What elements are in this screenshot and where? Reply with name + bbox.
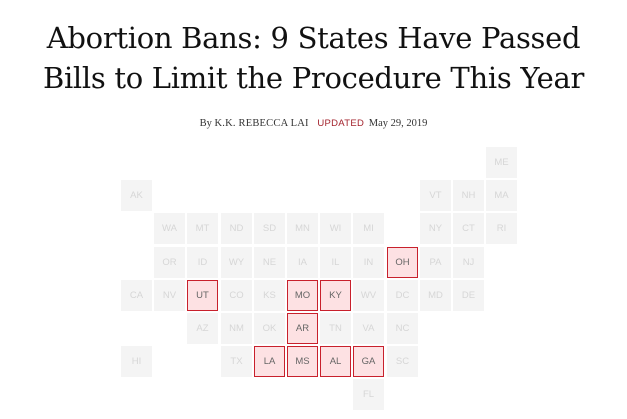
state-tile-ma[interactable]: MA	[486, 180, 517, 211]
state-tile-oh[interactable]: OH	[387, 247, 418, 278]
state-tile-ks[interactable]: KS	[254, 280, 285, 311]
state-tile-wi[interactable]: WI	[320, 213, 351, 244]
byline: By K.K. REBECCA LAI UPDATED May 29, 2019	[0, 118, 627, 129]
state-tile-vt[interactable]: VT	[420, 180, 451, 211]
state-tile-nj[interactable]: NJ	[453, 247, 484, 278]
state-tile-dc[interactable]: DC	[387, 280, 418, 311]
state-tile-nc[interactable]: NC	[387, 313, 418, 344]
state-tile-nh[interactable]: NH	[453, 180, 484, 211]
state-tile-mo[interactable]: MO	[287, 280, 318, 311]
state-tile-ia[interactable]: IA	[287, 247, 318, 278]
state-tile-mi[interactable]: MI	[353, 213, 384, 244]
state-tile-az[interactable]: AZ	[187, 313, 218, 344]
state-tile-sc[interactable]: SC	[387, 346, 418, 377]
state-tile-nv[interactable]: NV	[154, 280, 185, 311]
state-tile-ga[interactable]: GA	[353, 346, 384, 377]
state-tile-pa[interactable]: PA	[420, 247, 451, 278]
state-tile-me[interactable]: ME	[486, 147, 517, 178]
state-tile-md[interactable]: MD	[420, 280, 451, 311]
state-tile-la[interactable]: LA	[254, 346, 285, 377]
state-tile-hi[interactable]: HI	[121, 346, 152, 377]
state-tile-ny[interactable]: NY	[420, 213, 451, 244]
state-tile-wy[interactable]: WY	[221, 247, 252, 278]
state-tile-va[interactable]: VA	[353, 313, 384, 344]
state-tile-ak[interactable]: AK	[121, 180, 152, 211]
state-tile-ne[interactable]: NE	[254, 247, 285, 278]
state-tile-de[interactable]: DE	[453, 280, 484, 311]
state-tile-id[interactable]: ID	[187, 247, 218, 278]
state-tile-il[interactable]: IL	[320, 247, 351, 278]
state-tile-ar[interactable]: AR	[287, 313, 318, 344]
state-tile-nm[interactable]: NM	[221, 313, 252, 344]
state-tile-ca[interactable]: CA	[121, 280, 152, 311]
state-tile-ky[interactable]: KY	[320, 280, 351, 311]
headline-line-2: Bills to Limit the Procedure This Year	[42, 61, 585, 95]
updated-date: May 29, 2019	[368, 118, 428, 129]
state-tile-tn[interactable]: TN	[320, 313, 351, 344]
state-tile-wa[interactable]: WA	[154, 213, 185, 244]
state-tile-or[interactable]: OR	[154, 247, 185, 278]
headline-line-1: Abortion Bans: 9 States Have Passed	[46, 21, 581, 55]
state-tile-fl[interactable]: FL	[353, 379, 384, 410]
byline-prefix: By	[199, 118, 212, 129]
state-tile-al[interactable]: AL	[320, 346, 351, 377]
updated-label: UPDATED	[317, 118, 365, 129]
state-tile-wv[interactable]: WV	[353, 280, 384, 311]
state-tile-tx[interactable]: TX	[221, 346, 252, 377]
state-tile-ok[interactable]: OK	[254, 313, 285, 344]
state-tile-ut[interactable]: UT	[187, 280, 218, 311]
author-name[interactable]: K.K. REBECCA LAI	[214, 118, 309, 129]
state-tile-ct[interactable]: CT	[453, 213, 484, 244]
state-tile-nd[interactable]: ND	[221, 213, 252, 244]
state-tile-ri[interactable]: RI	[486, 213, 517, 244]
state-tile-co[interactable]: CO	[221, 280, 252, 311]
state-tile-sd[interactable]: SD	[254, 213, 285, 244]
state-tile-in[interactable]: IN	[353, 247, 384, 278]
state-tile-mt[interactable]: MT	[187, 213, 218, 244]
state-tile-ms[interactable]: MS	[287, 346, 318, 377]
state-tile-mn[interactable]: MN	[287, 213, 318, 244]
headline: Abortion Bans: 9 States Have Passed Bill…	[0, 18, 627, 98]
